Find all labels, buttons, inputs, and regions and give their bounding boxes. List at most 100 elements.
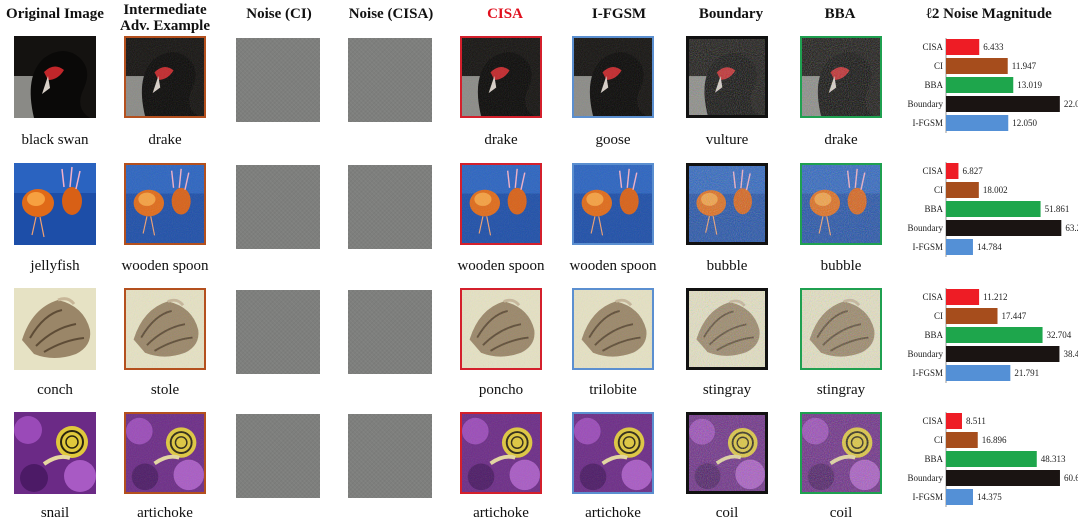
bar-chart-svg: CISA 6.827 CI 18.002 BBA 51.861 Boundary 63.245… (908, 162, 1078, 257)
bar-boundary (946, 470, 1060, 486)
category-label: BBA (924, 330, 943, 340)
value-label: 11.212 (983, 292, 1007, 302)
bar-cisa (946, 163, 959, 179)
boundary-result-image (686, 412, 768, 494)
value-label: 21.791 (1014, 368, 1039, 378)
ifgsm-result-image (572, 36, 654, 118)
boundary-result-image (686, 36, 768, 118)
boundary-result-label: bubble (706, 258, 748, 274)
value-label: 18.002 (983, 185, 1008, 195)
ifgsm-result-image (572, 288, 654, 370)
value-label: 14.784 (977, 242, 1002, 252)
bar-ci (946, 308, 998, 324)
intermediate-adv-example-label: drake (148, 132, 182, 148)
header-intermediate: Intermediate Adv. Example (119, 2, 210, 34)
category-label: I-FGSM (912, 492, 943, 502)
bba-result-label: coil (829, 505, 853, 521)
intermediate-adv-example-image (124, 36, 206, 118)
cisa-result-label: artichoke (473, 505, 529, 521)
value-label: 17.447 (1002, 311, 1027, 321)
value-label: 14.375 (977, 492, 1002, 502)
noise-magnitude-chart: CISA 6.827 CI 18.002 BBA 51.861 Boundary 63.245… (900, 162, 1078, 262)
intermediate-adv-example-image (124, 288, 206, 370)
original-image-label: conch (37, 382, 73, 398)
boundary-result-label: stingray (702, 382, 752, 398)
intermediate-adv-example-image (124, 163, 206, 245)
bar-cisa (946, 413, 962, 429)
intermediate-adv-example-image (124, 412, 206, 494)
category-label: CI (934, 311, 943, 321)
cisa-result-label: wooden spoon (457, 258, 545, 274)
category-label: CISA (922, 292, 943, 302)
value-label: 13.019 (1017, 80, 1042, 90)
bar-ci (946, 58, 1008, 74)
value-label: 48.313 (1041, 454, 1066, 464)
category-label: Boundary (908, 99, 944, 109)
bar-chart-svg: CISA 11.212 CI 17.447 BBA 32.704 Boundary 38.42… (908, 288, 1078, 383)
ifgsm-result-label: goose (595, 132, 631, 148)
intermediate-adv-example-label: wooden spoon (121, 258, 209, 274)
header-bba: BBA (824, 6, 856, 22)
bar-boundary (946, 220, 1062, 236)
original-image-image (14, 163, 96, 245)
category-label: CI (934, 185, 943, 195)
header-noise-magnitude: ℓ2 Noise Magnitude (926, 6, 1052, 22)
value-label: 63.245 (1065, 223, 1078, 233)
header-ifgsm: I-FGSM (591, 6, 647, 22)
value-label: 8.511 (966, 416, 986, 426)
bar-cisa (946, 289, 980, 305)
category-label: BBA (924, 204, 943, 214)
noise-magnitude-chart: CISA 6.433 CI 11.947 BBA 13.019 Boundary 22.034… (900, 38, 1078, 138)
category-label: BBA (924, 454, 943, 464)
ifgsm-result-label: trilobite (589, 382, 637, 398)
boundary-result-label: vulture (705, 132, 749, 148)
bar-i-fgsm (946, 489, 974, 505)
bar-ci (946, 182, 979, 198)
bar-bba (946, 451, 1037, 467)
bar-chart-svg: CISA 8.511 CI 16.896 BBA 48.313 Boundary 60.656… (908, 412, 1078, 507)
noise-ci-image (236, 38, 320, 122)
noise-ci-image (236, 165, 320, 249)
value-label: 16.896 (982, 435, 1007, 445)
original-image-label: jellyfish (30, 258, 80, 274)
bar-bba (946, 77, 1014, 93)
original-image-image (14, 36, 96, 118)
bar-boundary (946, 96, 1060, 112)
intermediate-adv-example-label: stole (150, 382, 180, 398)
original-image-image (14, 288, 96, 370)
category-label: BBA (924, 80, 943, 90)
ifgsm-result-image (572, 412, 654, 494)
bba-result-image (800, 36, 882, 118)
noise-cisa-image (348, 38, 432, 122)
cisa-result-image (460, 36, 542, 118)
category-label: CI (934, 435, 943, 445)
noise-cisa-image (348, 414, 432, 498)
value-label: 32.704 (1047, 330, 1072, 340)
noise-ci-image (236, 290, 320, 374)
value-label: 6.433 (983, 42, 1004, 52)
noise-magnitude-chart: CISA 8.511 CI 16.896 BBA 48.313 Boundary 60.656… (900, 412, 1078, 512)
cisa-result-image (460, 163, 542, 245)
bar-i-fgsm (946, 239, 973, 255)
bba-result-image (800, 288, 882, 370)
bar-i-fgsm (946, 115, 1009, 131)
value-label: 22.034 (1064, 99, 1078, 109)
header-cisa: CISA (487, 6, 523, 22)
cisa-result-image (460, 412, 542, 494)
bba-result-label: stingray (816, 382, 866, 398)
boundary-result-label: coil (715, 505, 739, 521)
value-label: 51.861 (1045, 204, 1070, 214)
header-noise-cisa: Noise (CISA) (348, 6, 434, 22)
bar-boundary (946, 346, 1060, 362)
noise-cisa-image (348, 165, 432, 249)
bba-result-label: bubble (820, 258, 862, 274)
ifgsm-result-image (572, 163, 654, 245)
bar-chart-svg: CISA 6.433 CI 11.947 BBA 13.019 Boundary 22.034… (908, 38, 1078, 133)
noise-ci-image (236, 414, 320, 498)
boundary-result-image (686, 288, 768, 370)
category-label: I-FGSM (912, 242, 943, 252)
cisa-result-label: poncho (478, 382, 524, 398)
header-noise-ci: Noise (CI) (246, 6, 312, 22)
category-label: CISA (922, 166, 943, 176)
value-label: 12.050 (1012, 118, 1037, 128)
